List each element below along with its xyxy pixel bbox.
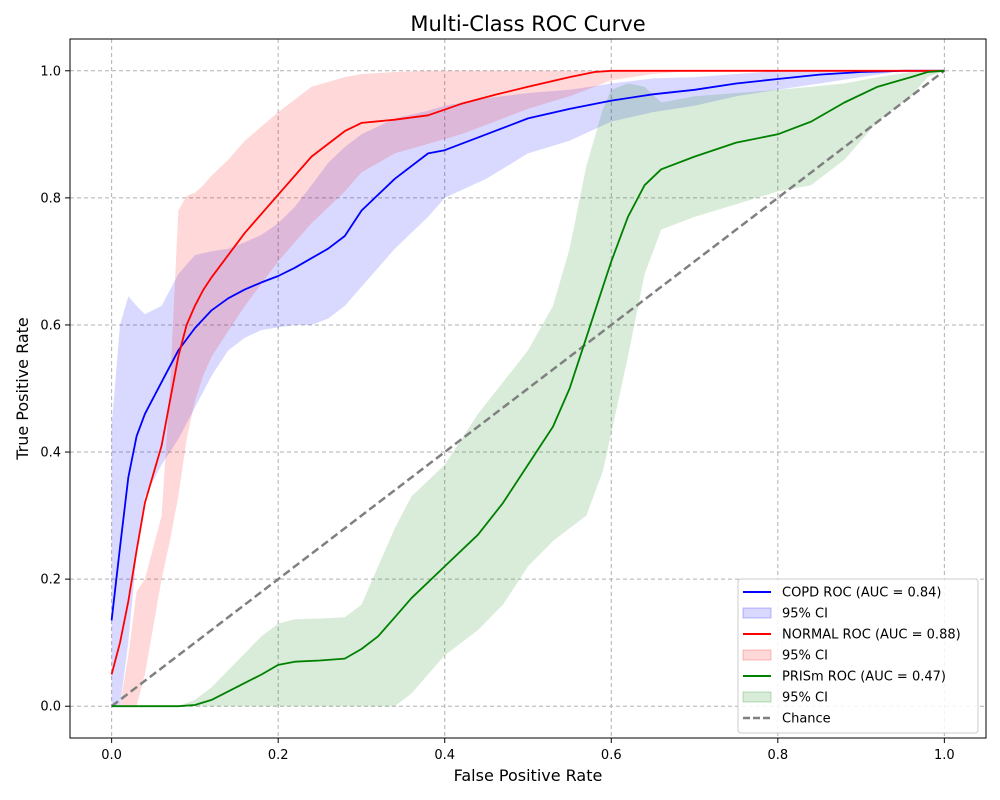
y-tick-label: 0.4 [40,446,61,461]
legend-normal-roc-label: NORMAL ROC (AUC = 0.88) [782,628,961,643]
axes-frame [69,38,987,739]
legend-prism-ci-swatch [742,691,772,703]
legend: COPD ROC (AUC = 0.84) 95% CI NORMAL ROC (A… [737,578,979,734]
legend-normal-ci-swatch [742,649,772,661]
y-axis-ticks: 0.0 0.2 0.4 0.6 0.8 1.0 [40,64,70,715]
chance-line [110,69,946,708]
y-tick-label: 0.0 [40,700,61,715]
x-tick-label: 0.4 [434,748,455,763]
x-tick-label: 0.2 [268,748,289,763]
legend-copd-roc-label: COPD ROC (AUC = 0.84) [782,586,942,601]
x-tick-label: 0.8 [767,748,788,763]
y-axis-label: True Positive Rate [13,317,32,461]
x-tick-label: 1.0 [934,748,955,763]
copd-roc-line [110,69,945,621]
legend-copd-ci-label: 95% CI [782,607,828,622]
legend-box [737,578,979,734]
prism-roc-line [111,69,945,708]
x-axis-ticks: 0.0 0.2 0.4 0.6 0.8 1.0 [101,738,955,763]
legend-chance-label: Chance [782,712,831,727]
y-tick-label: 0.6 [40,318,61,333]
legend-copd-ci-swatch [742,607,772,619]
x-axis-label: False Positive Rate [454,766,603,785]
legend-prism-roc-label: PRISm ROC (AUC = 0.47) [782,670,946,685]
x-tick-label: 0.6 [601,748,622,763]
y-tick-label: 1.0 [40,64,61,79]
normal-roc-line [110,69,945,675]
roc-lines [110,69,946,708]
x-tick-label: 0.0 [101,748,122,763]
y-tick-label: 0.2 [40,573,61,588]
y-tick-label: 0.8 [40,191,61,206]
legend-normal-ci-label: 95% CI [782,649,828,664]
copd-ci-band [111,70,945,707]
chart-title: Multi-Class ROC Curve [410,12,645,36]
legend-prism-ci-label: 95% CI [782,691,828,706]
